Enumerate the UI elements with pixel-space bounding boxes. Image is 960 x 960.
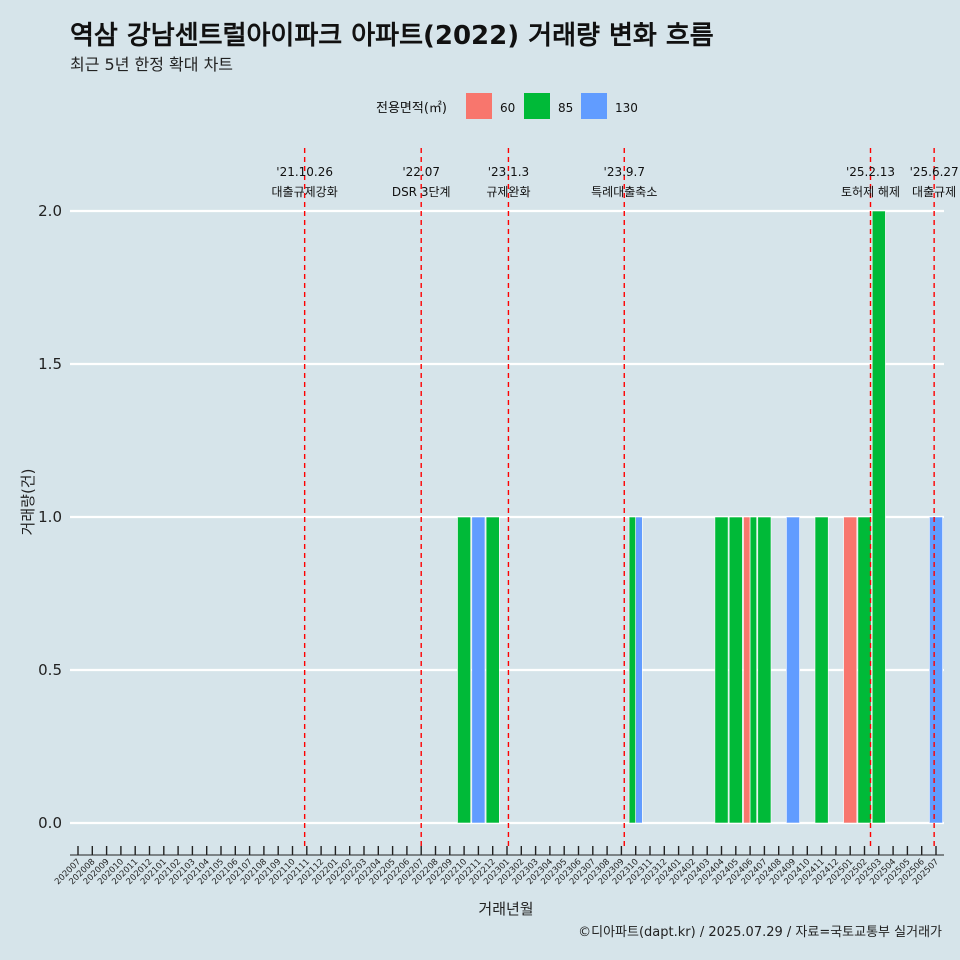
bar-85-202411 [814,516,829,824]
event-label: 규제완화 [486,185,530,199]
gridlines [70,209,944,825]
bar-85-202503 [871,210,886,824]
bars [457,210,943,824]
x-axis: 2020072020082020092020102020112020122021… [53,846,944,887]
event-label: 대출규제강화 [272,185,338,199]
y-axis-ticks: 0.0 0.5 1.0 1.5 2.0 [38,202,62,832]
y-tick-label: 0.0 [38,814,62,832]
event-date: '25.6.27 [910,165,959,179]
event-date: '23.9.7 [604,165,645,179]
y-axis-label: 거래량(건) [19,469,37,536]
bar-130-202211 [471,516,486,824]
bar-85-202404 [714,516,729,824]
event-date: '23.1.3 [488,165,529,179]
legend-swatch-60 [466,93,492,119]
event-label: DSR 3단계 [392,185,451,199]
bar-60-202406 [743,516,751,824]
event-date: '22.07 [402,165,440,179]
bar-85-202502 [857,516,872,824]
legend-label-60: 60 [500,101,515,115]
bar-85-202210 [457,516,471,824]
legend-label-130: 130 [615,101,638,115]
y-tick-label: 2.0 [38,202,62,220]
legend: 전용면적(㎡) 60 85 130 [376,93,638,119]
bar-85-202406 [749,516,757,824]
bar-85-202405 [728,516,743,824]
caption: ©디아파트(dapt.kr) / 2025.07.29 / 자료=국토교통부 실… [578,925,942,940]
bar-60-202501 [843,516,858,824]
legend-swatch-85 [524,93,550,119]
y-tick-label: 1.0 [38,508,62,526]
event-label: 특례대출축소 [591,185,657,199]
event-markers: '21.10.26 대출규제강화 '22.07 DSR 3단계 '23.1.3 규제완화 '… [272,148,959,850]
legend-title: 전용면적(㎡) [376,101,447,116]
event-date: '21.10.26 [276,165,333,179]
bar-85-202212 [485,516,500,824]
event-label: 토허제 해제 [841,185,900,199]
bar-130-202409 [786,516,800,824]
chart-title: 역삼 강남센트럴아이파크 아파트(2022) 거래량 변화 흐름 [70,21,714,51]
legend-swatch-130 [581,93,607,119]
y-tick-label: 1.5 [38,355,62,373]
bar-130-202507 [929,516,943,824]
bar-130-202310 [635,516,643,824]
chart-subtitle: 최근 5년 한정 확대 차트 [70,55,233,74]
x-axis-label: 거래년월 [478,900,533,918]
legend-label-85: 85 [558,101,573,115]
event-label: 대출규제 [912,185,956,199]
bar-85-202407 [757,516,772,824]
event-date: '25.2.13 [846,165,895,179]
y-tick-label: 0.5 [38,661,62,679]
bar-85-202310 [628,516,636,824]
